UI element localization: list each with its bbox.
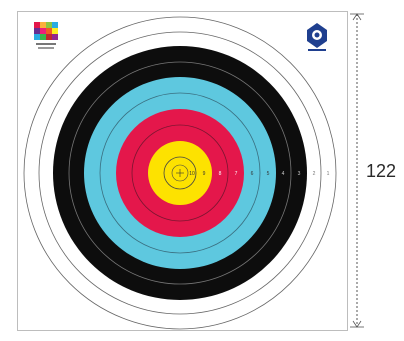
- arrow-up-icon: [352, 13, 362, 21]
- ring-number: 7: [235, 171, 238, 177]
- dimension-label: 122: [366, 161, 397, 181]
- ring-number: 1: [327, 171, 330, 177]
- ring-number: 6: [251, 171, 254, 177]
- sponsor-logo-icon: [34, 22, 58, 49]
- ring-number: 2: [313, 171, 316, 177]
- ring-number: 5: [267, 171, 270, 177]
- ring-number: 10: [189, 171, 195, 177]
- federation-logo-icon: [307, 23, 327, 51]
- ring-number: 9: [203, 171, 206, 177]
- inner-ten-ring: [171, 164, 189, 182]
- ring-number: 3: [298, 171, 301, 177]
- arrow-down-icon: [352, 320, 362, 328]
- ring-number: 4: [282, 171, 285, 177]
- ring-number: 8: [219, 171, 222, 177]
